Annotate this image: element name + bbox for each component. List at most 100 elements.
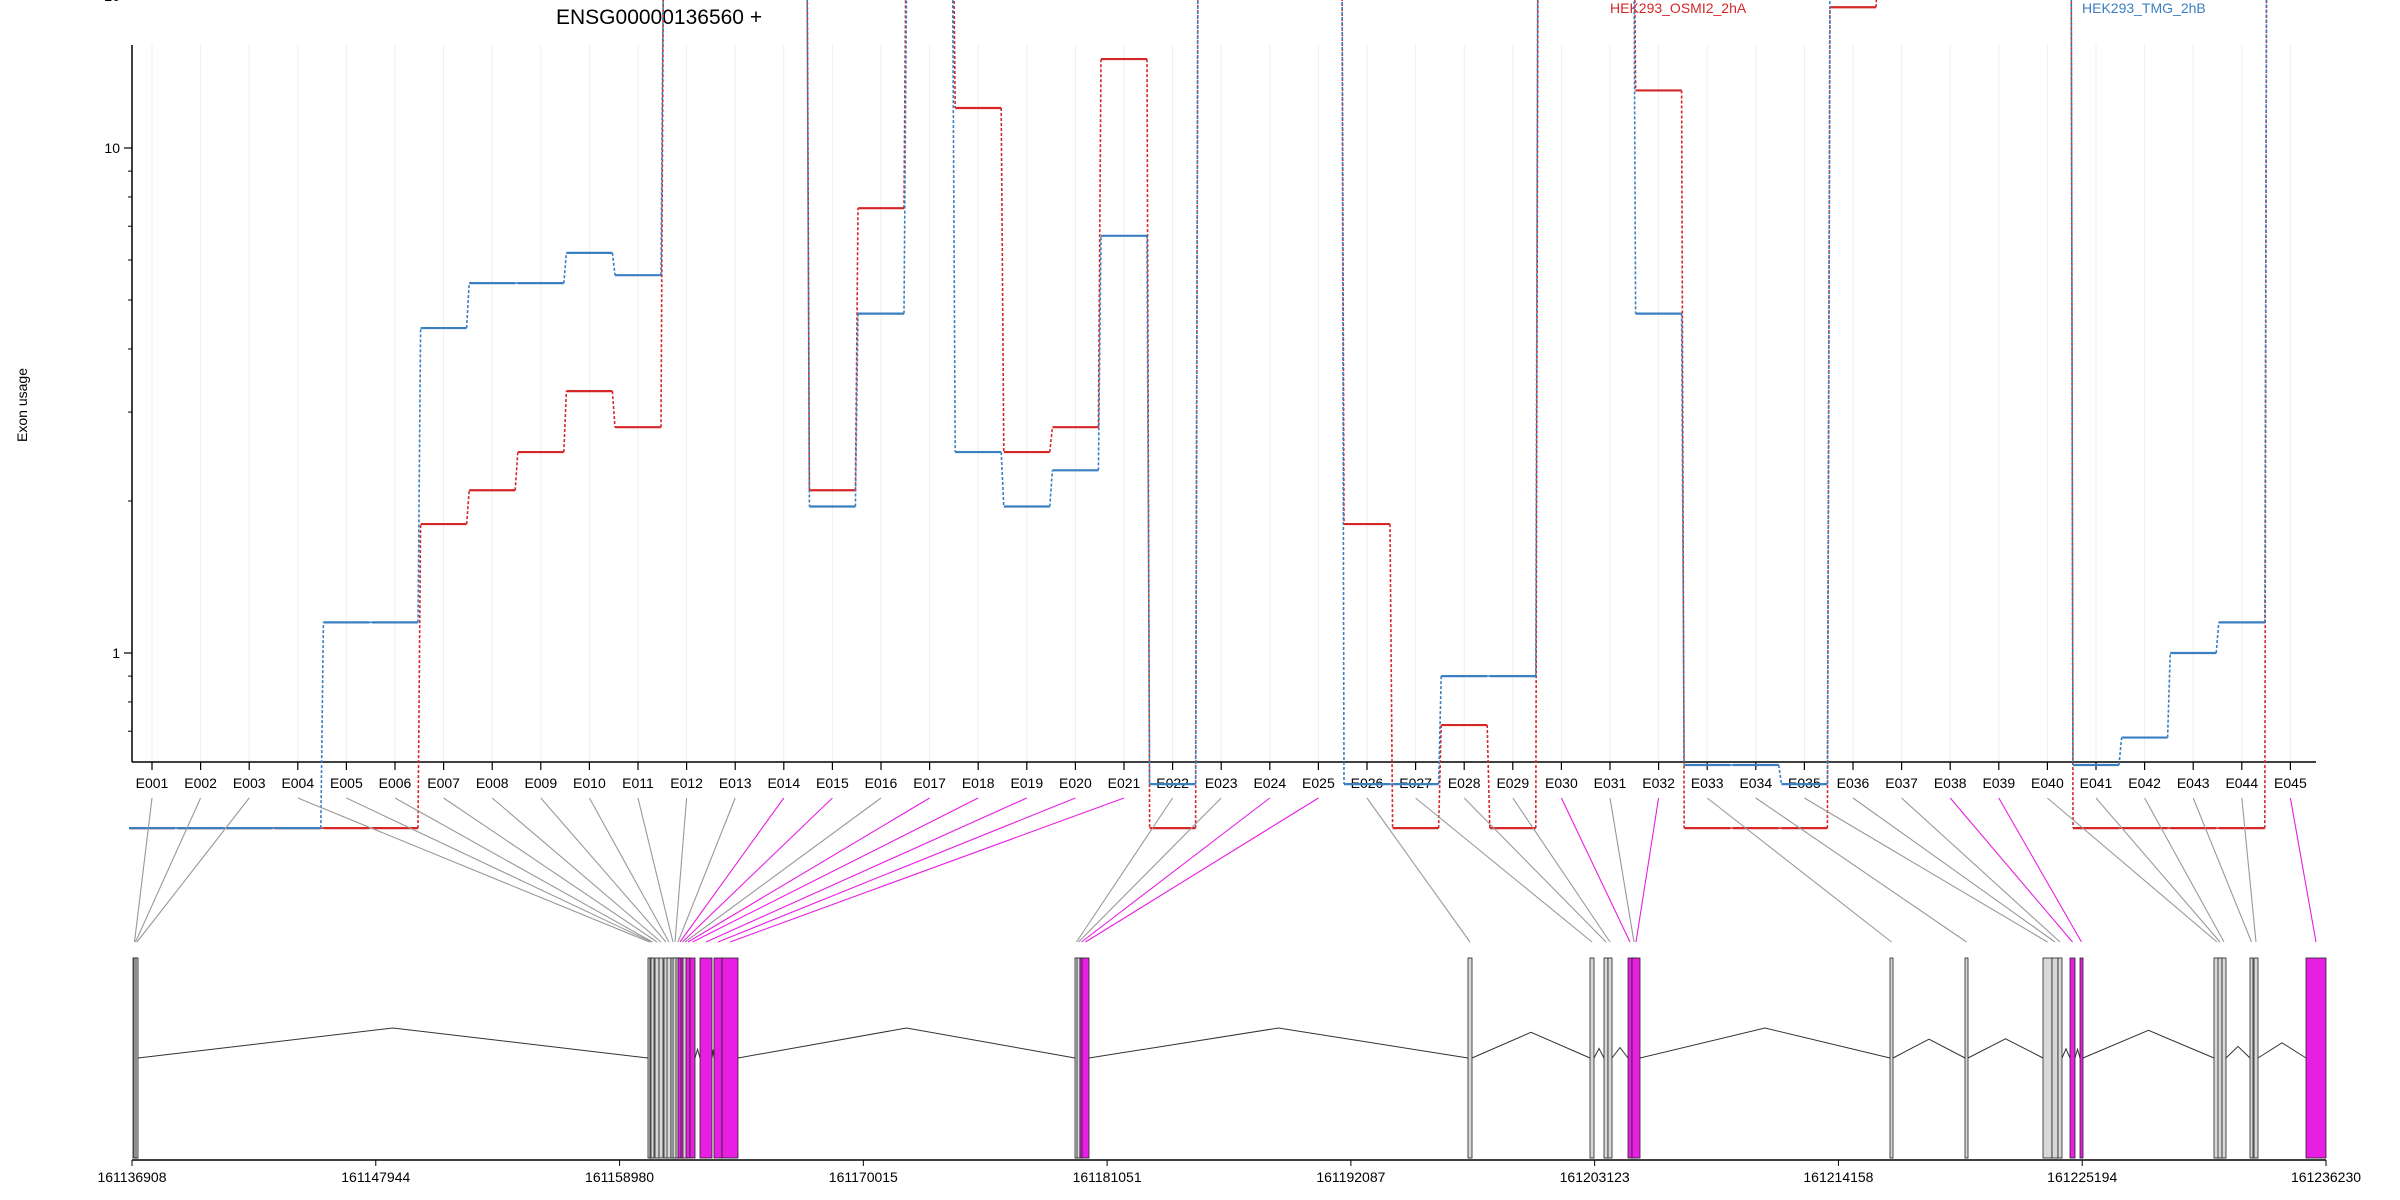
exon-connector [2144,797,2225,943]
series-1-connector [903,0,907,209]
exon-block [1467,957,1473,1159]
genome-tick-label: 161181051 [1073,1169,1142,1185]
exon-connector [1078,797,1222,943]
series-1-connector [1634,0,1637,91]
exon-connector [1949,797,2073,943]
exon-connector [1512,797,1611,943]
series-2-connector [1437,676,1442,785]
series-1-connector [1680,90,1685,829]
exon-connector [1755,797,1967,943]
series-2-connector [1778,764,1783,785]
exon-connector [637,797,674,943]
intron [1593,1047,1605,1059]
exon-block [721,957,739,1159]
exon-block [1589,957,1595,1159]
x-tick-label: E016 [865,775,898,791]
series-2-connector [1000,452,1005,507]
series-1-connector [1437,725,1442,829]
y-tick-label: 10 [104,140,120,156]
exon-block [654,957,660,1159]
exon-connector [394,797,653,943]
exon-connector [2095,797,2221,943]
gene-model [132,957,2327,1159]
vertical-gridlines [151,45,2291,762]
series-2-connector [951,0,956,453]
exon-connector [346,797,652,943]
x-tick-label: E032 [1642,775,1675,791]
intron [1611,1046,1629,1059]
exon-block [2249,957,2254,1159]
exon-block [1081,957,1090,1159]
genome-tick-label: 161214158 [1803,1169,1873,1185]
intron [2225,1045,2251,1059]
intron [2257,1042,2307,1059]
series-2-connector [1633,0,1637,314]
x-tick-label: E035 [1788,775,1821,791]
x-tick-label: E008 [476,775,509,791]
intron [1088,1027,1469,1059]
exon-block [2305,957,2327,1159]
genome-tick-label: 161170015 [829,1169,898,1185]
exon-connector [717,797,1076,943]
exon-connector [1998,797,2082,943]
exon-block [2051,957,2059,1159]
x-tick-label: E036 [1837,775,1870,791]
x-tick-label: E010 [573,775,606,791]
exon-block [1964,957,1969,1159]
exon-connector [1463,797,1607,943]
x-tick-label: E045 [2274,775,2307,791]
exon-connector [443,797,658,943]
series-2-connector [465,283,470,329]
series-2-connector [417,328,422,623]
exon-connector [1366,797,1471,943]
legend-entry-series-2: HEK293_TMG_2hB [2082,0,2206,16]
intron [1892,1038,1966,1059]
exon-connector [679,797,785,943]
chart-title: ENSG00000136560 + [556,6,762,29]
x-tick-label: E034 [1739,775,1772,791]
series-1-connector [1389,524,1394,829]
series-1-connector [1000,108,1005,453]
x-tick-label: E023 [1205,775,1238,791]
exon-connector [1560,797,1631,943]
series-2-connector [1826,0,1831,785]
exon-connector-lines [133,797,2317,943]
x-tick-label: E003 [233,775,266,791]
series-2-connector [611,252,616,276]
series-1-connector [806,0,811,491]
genome-tick-label: 161147944 [341,1169,410,1185]
series-1-connector [953,0,956,109]
series-2-connector [2215,622,2220,654]
genome-tick-label: 161236230 [2291,1169,2361,1185]
series-1-connector [2264,0,2268,829]
series-1-connector [1097,59,1102,428]
x-tick-label: E002 [184,775,217,791]
exon-connector [1804,797,2048,943]
exon-block [1627,957,1633,1159]
exon-connector [1076,797,1174,943]
exon-connector [677,797,736,943]
intron [1967,1038,2044,1059]
genome-tick-label: 161192087 [1316,1169,1385,1185]
x-tick-label: E018 [962,775,995,791]
exon-connector [134,797,202,943]
y-tick-label: 20 [104,0,120,4]
exon-connector [1901,797,2061,943]
exon-block [1076,957,1081,1159]
exon-connector [540,797,667,943]
series-2-connector [1097,235,1102,471]
genome-tick-label: 161158980 [585,1169,654,1185]
x-tick-label: E038 [1934,775,1967,791]
x-axis: E001 E002 E003 E004 E005 E006 E007 E008 E009 E010… [132,761,2316,791]
exon-block [699,957,713,1159]
genomic-coordinate-axis: 161136908 161147944 161158980 161170015 1611… [97,1159,2361,1185]
x-tick-label: E020 [1059,775,1092,791]
x-tick-label: E025 [1302,775,1335,791]
x-tick-label: E041 [2080,775,2113,791]
exon-block [2253,957,2259,1159]
exon-connector [684,797,882,943]
x-tick-label: E044 [2225,775,2258,791]
exon-connector [2047,797,2218,943]
series-2-connector [320,622,325,829]
